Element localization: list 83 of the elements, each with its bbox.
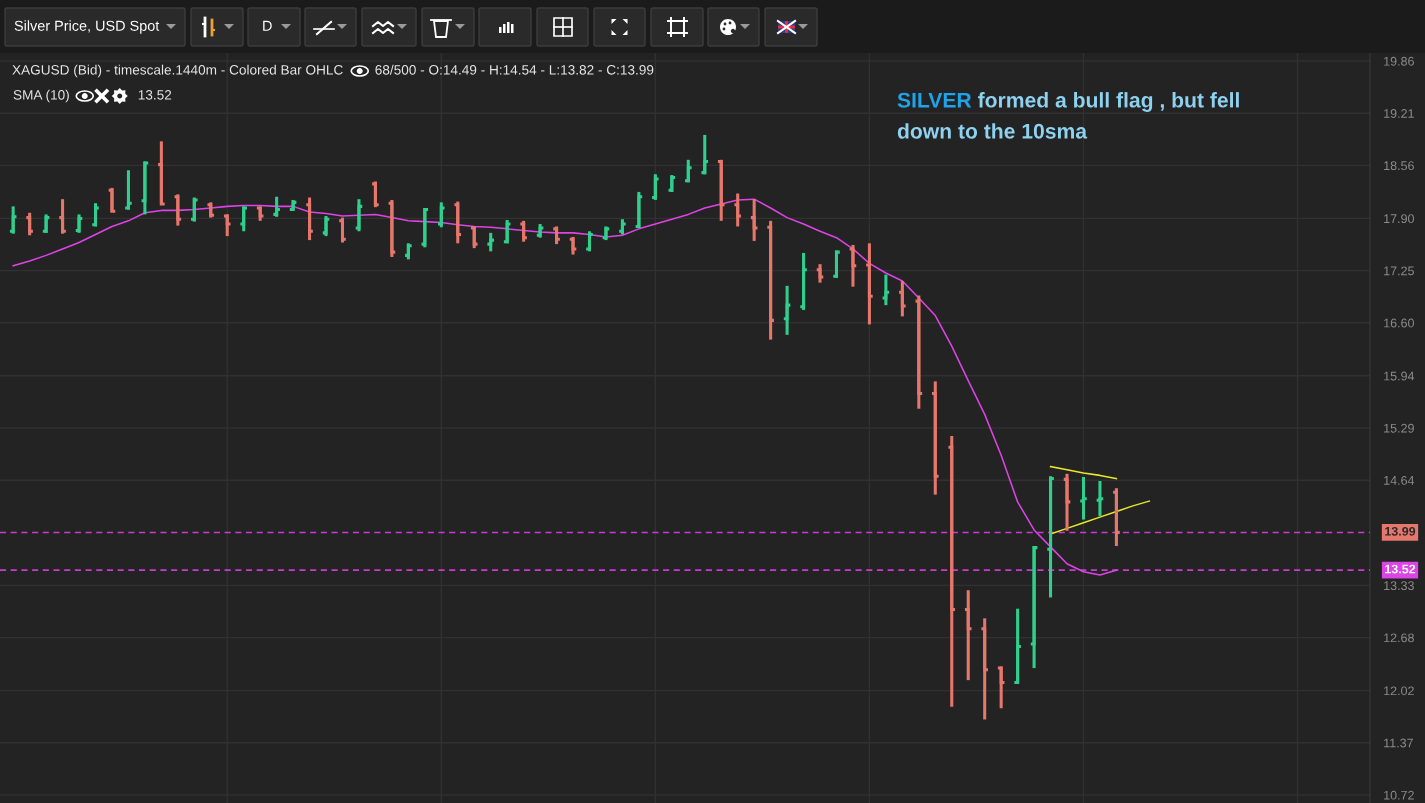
annotation: SMA (10) bbox=[13, 89, 69, 103]
line-series bbox=[12, 198, 1118, 576]
candlestick bbox=[634, 190, 644, 230]
candlestick bbox=[271, 196, 282, 217]
candlestick bbox=[683, 158, 694, 183]
y-tick-label: 19.86 bbox=[1384, 56, 1414, 66]
candlestick bbox=[238, 206, 249, 232]
line-series bbox=[1049, 465, 1118, 480]
candlestick bbox=[996, 666, 1006, 709]
candlestick bbox=[1062, 472, 1072, 531]
y-tick-label: 11.37 bbox=[1384, 738, 1413, 748]
candlestick bbox=[57, 199, 68, 234]
candlestick bbox=[436, 202, 447, 228]
y-tick-label: 15.29 bbox=[1384, 423, 1414, 433]
candlestick bbox=[798, 251, 809, 310]
candlestick bbox=[963, 590, 974, 682]
text: D bbox=[263, 20, 272, 31]
candlestick bbox=[304, 197, 315, 242]
chart-title: Silver Price, USD Spot bbox=[14, 20, 160, 34]
candlestick bbox=[41, 214, 51, 233]
candlestick bbox=[189, 197, 200, 222]
candlestick bbox=[897, 281, 908, 317]
annotation: SILVER formed a bull flag , but fell down to the 10sma bbox=[897, 92, 1239, 139]
candlestick bbox=[173, 194, 183, 226]
annotation: 68/500 - O:14.49 - H:14.54 - L:13.82 - C:13.99 bbox=[375, 64, 654, 75]
candlestick bbox=[370, 181, 381, 209]
candlestick bbox=[1045, 476, 1056, 598]
candlestick bbox=[732, 193, 743, 227]
candlestick bbox=[387, 198, 397, 257]
y-tick-label: 12.02 bbox=[1384, 686, 1414, 696]
candlestick bbox=[24, 211, 35, 236]
candlestick bbox=[650, 174, 661, 200]
candlestick bbox=[1078, 476, 1089, 520]
candlestick bbox=[8, 206, 18, 234]
text: XAGUSD (Bid) - timescale.1440m - Colored Bar OHLC bbox=[12, 64, 343, 78]
y-tick-label: 10.72 bbox=[1384, 790, 1414, 800]
candlestick bbox=[502, 220, 512, 244]
candlestick bbox=[765, 219, 776, 340]
candlestick bbox=[699, 133, 710, 175]
ref-line-label: 13.52 bbox=[1385, 564, 1416, 574]
candlestick bbox=[74, 214, 84, 233]
candlestick bbox=[584, 231, 595, 252]
y-tick-label: 16.60 bbox=[1384, 318, 1414, 328]
candlestick bbox=[518, 219, 529, 242]
y-tick-label: 12.68 bbox=[1384, 633, 1414, 643]
line-series bbox=[1049, 500, 1151, 535]
candlestick bbox=[749, 199, 759, 241]
candlestick bbox=[815, 264, 825, 283]
candlestick bbox=[848, 243, 858, 287]
candlestick bbox=[864, 243, 875, 325]
candlestick bbox=[420, 207, 430, 248]
candlestick bbox=[930, 381, 941, 495]
candlestick bbox=[1029, 546, 1039, 670]
candlestick bbox=[946, 436, 957, 707]
candlestick bbox=[321, 216, 331, 238]
candlestick bbox=[1012, 608, 1023, 685]
y-tick-label: 19.21 bbox=[1384, 109, 1414, 118]
candlestick bbox=[452, 201, 463, 244]
candlestick bbox=[485, 231, 496, 252]
candlestick bbox=[107, 186, 117, 213]
candlestick bbox=[123, 170, 134, 210]
y-tick-label: 17.25 bbox=[1384, 266, 1414, 276]
candlestick bbox=[979, 618, 990, 720]
candlestick bbox=[140, 161, 150, 215]
ref-line-label: 13.99 bbox=[1385, 526, 1416, 536]
candlestick bbox=[337, 217, 348, 243]
candlestick bbox=[831, 250, 842, 278]
candlestick bbox=[1111, 488, 1122, 548]
candlestick bbox=[782, 284, 792, 335]
candlestick bbox=[914, 295, 924, 409]
annotation: 13.52 bbox=[138, 90, 172, 100]
candlestick bbox=[354, 199, 364, 232]
y-tick-label: 15.94 bbox=[1384, 371, 1415, 381]
candlestick bbox=[716, 158, 727, 221]
candlestick bbox=[1095, 481, 1105, 517]
y-tick-label: 17.90 bbox=[1384, 214, 1414, 224]
candlestick bbox=[156, 141, 167, 206]
y-tick-label: 13.33 bbox=[1384, 581, 1414, 591]
candlestick bbox=[222, 214, 233, 238]
candlestick bbox=[469, 226, 480, 250]
candlestick bbox=[90, 203, 101, 227]
y-tick-label: 18.56 bbox=[1384, 161, 1414, 171]
y-tick-label: 14.64 bbox=[1384, 476, 1415, 485]
